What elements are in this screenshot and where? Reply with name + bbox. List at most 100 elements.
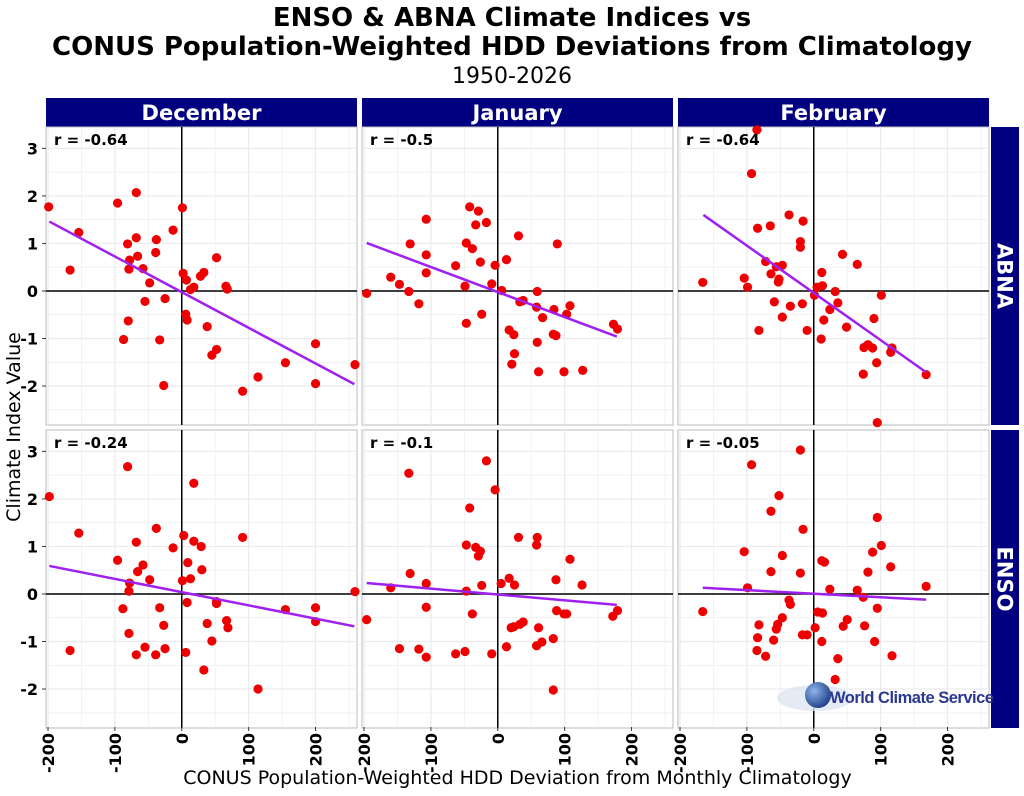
data-point — [868, 343, 878, 353]
data-point — [65, 265, 75, 275]
globe-icon — [805, 682, 831, 708]
data-point — [766, 269, 776, 279]
data-point — [477, 309, 487, 319]
y-tick-label: 3 — [27, 442, 38, 461]
data-point — [44, 202, 54, 212]
data-point — [183, 558, 193, 568]
data-point — [112, 198, 123, 208]
data-point — [168, 225, 178, 235]
data-point — [513, 231, 524, 241]
data-point — [577, 580, 587, 590]
data-point — [754, 325, 764, 336]
data-point — [475, 257, 485, 267]
data-point — [168, 543, 178, 553]
data-point — [151, 650, 161, 660]
data-point — [310, 603, 321, 613]
data-point — [532, 337, 542, 347]
y-axis-label: Climate Index Value — [3, 332, 25, 522]
data-point — [769, 635, 779, 645]
column-strip-label: January — [470, 101, 562, 125]
data-point — [112, 555, 123, 565]
data-point — [742, 282, 753, 292]
data-point — [509, 349, 520, 359]
data-point — [810, 623, 820, 633]
y-tick-label: -2 — [20, 680, 38, 699]
data-point — [817, 267, 827, 278]
panel-background — [45, 429, 358, 729]
data-point — [612, 324, 623, 334]
x-tick-label: 100 — [872, 733, 891, 766]
data-point — [769, 297, 779, 307]
data-point — [182, 315, 192, 325]
correlation-label: r = -0.05 — [686, 434, 760, 452]
data-point — [131, 233, 141, 243]
data-point — [238, 386, 248, 396]
data-point — [852, 259, 862, 269]
data-point — [739, 547, 749, 557]
data-point — [394, 644, 405, 654]
data-point — [421, 268, 431, 278]
row-strip-label: ENSO — [993, 547, 1017, 612]
row-strip — [991, 127, 1019, 425]
panel-enso-february: r = -0.05 — [677, 429, 990, 729]
data-point — [819, 315, 829, 325]
data-point — [921, 370, 931, 380]
data-point — [837, 249, 848, 259]
data-point — [131, 650, 141, 660]
data-point — [752, 645, 762, 656]
data-point — [74, 528, 84, 538]
data-point — [189, 282, 199, 292]
data-point — [509, 330, 519, 340]
data-point — [501, 642, 512, 652]
data-point — [151, 235, 161, 245]
data-point — [537, 312, 548, 323]
data-point — [504, 573, 514, 583]
data-point — [872, 358, 882, 368]
data-point — [487, 649, 497, 659]
data-point — [404, 286, 414, 297]
data-point — [177, 203, 188, 213]
data-point — [473, 206, 483, 216]
correlation-label: r = -0.24 — [54, 434, 128, 452]
data-point — [830, 286, 840, 297]
chart-title-line1: ENSO & ABNA Climate Indices vs — [272, 3, 752, 33]
data-point — [461, 540, 471, 550]
data-point — [467, 609, 477, 619]
data-point — [507, 359, 517, 369]
panel-abna-december: r = -0.64 — [44, 126, 360, 426]
world-climate-service-logo: World Climate Service — [777, 682, 994, 711]
x-tick-label: 200 — [939, 733, 958, 766]
y-tick-label: 1 — [27, 234, 38, 253]
data-point — [548, 634, 558, 644]
data-point — [777, 613, 787, 623]
data-point — [565, 301, 575, 311]
data-point — [451, 261, 461, 271]
data-point — [766, 506, 776, 516]
data-point — [133, 251, 143, 261]
x-tick-label: 100 — [240, 733, 259, 766]
data-point — [202, 322, 212, 332]
data-point — [280, 358, 291, 368]
data-point — [421, 578, 431, 589]
data-point — [754, 620, 764, 630]
data-point — [467, 244, 477, 254]
data-point — [612, 606, 623, 616]
data-point — [817, 608, 828, 618]
data-point — [481, 217, 491, 228]
data-point — [202, 618, 212, 629]
data-point — [189, 536, 199, 546]
data-point — [151, 523, 161, 533]
trend-line — [49, 564, 355, 628]
panel-background — [361, 126, 674, 426]
data-point — [765, 221, 775, 231]
data-point — [532, 532, 542, 543]
data-point — [185, 574, 196, 584]
data-point — [533, 623, 544, 633]
data-point — [310, 379, 321, 389]
correlation-label: r = -0.64 — [54, 131, 128, 149]
data-point — [797, 299, 808, 309]
data-point — [223, 623, 233, 633]
data-point — [766, 567, 776, 577]
y-tick-label: 2 — [27, 187, 38, 206]
